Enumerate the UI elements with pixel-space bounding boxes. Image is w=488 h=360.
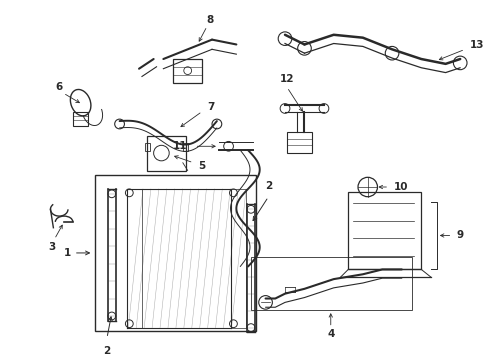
Text: 8: 8 — [206, 15, 213, 25]
Text: 7: 7 — [207, 102, 214, 112]
Text: 12: 12 — [279, 75, 294, 84]
Text: 1: 1 — [63, 248, 71, 258]
Bar — [286, 132, 312, 153]
Text: 10: 10 — [393, 182, 407, 192]
Bar — [73, 112, 88, 126]
Text: 2: 2 — [103, 346, 110, 356]
Bar — [183, 143, 187, 151]
Text: 2: 2 — [264, 181, 271, 191]
Text: 13: 13 — [469, 40, 484, 50]
Bar — [173, 59, 202, 83]
Text: 6: 6 — [56, 82, 63, 92]
Bar — [250, 257, 411, 310]
Bar — [347, 192, 421, 269]
Bar — [95, 175, 255, 330]
Text: 11: 11 — [173, 141, 187, 151]
Bar — [144, 143, 149, 151]
Text: 4: 4 — [326, 329, 334, 339]
Text: 9: 9 — [455, 230, 463, 240]
Bar — [146, 136, 185, 171]
Text: 5: 5 — [198, 161, 205, 171]
Text: 3: 3 — [48, 242, 55, 252]
